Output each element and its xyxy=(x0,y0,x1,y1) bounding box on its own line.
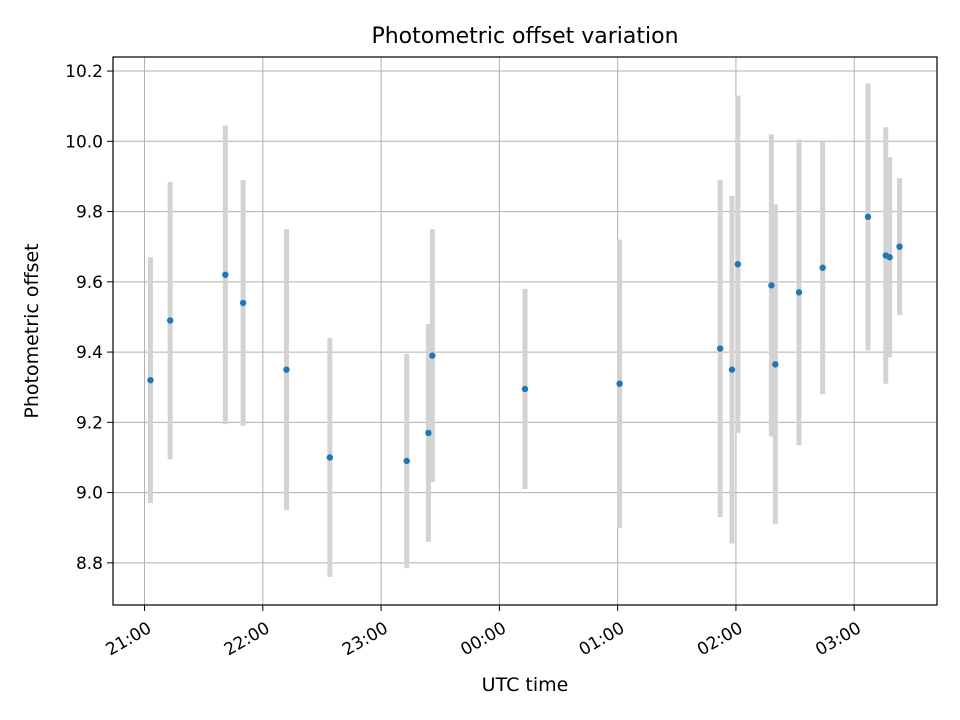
y-tick-label: 9.6 xyxy=(76,273,103,293)
y-tick-label: 9.8 xyxy=(76,203,103,223)
data-point xyxy=(166,317,174,324)
chart-title: Photometric offset variation xyxy=(371,24,678,49)
data-point xyxy=(772,361,779,368)
x-tick-label: 23:00 xyxy=(339,618,391,660)
data-point xyxy=(864,213,872,221)
x-tick-label: 00:00 xyxy=(457,618,509,660)
y-tick-label: 10.2 xyxy=(65,62,103,82)
y-tick-label: 9.0 xyxy=(76,484,103,504)
x-tick-label: 22:00 xyxy=(221,618,273,660)
data-point xyxy=(326,454,334,461)
data-point xyxy=(728,366,736,373)
data-point xyxy=(521,385,529,393)
y-tick-label: 9.4 xyxy=(76,343,103,363)
x-axis-ticks: 21:00 22:00 23:00 00:00 01:00 02:00 03:00 xyxy=(103,605,865,660)
data-point xyxy=(429,352,436,359)
y-tick-label: 8.8 xyxy=(76,554,103,574)
y-axis-ticks: 8.8 9.0 9.2 9.4 9.6 9.8 10.0 10.2 xyxy=(65,62,113,574)
y-tick-label: 9.2 xyxy=(76,413,103,433)
data-point xyxy=(734,261,742,268)
data-point xyxy=(425,429,432,437)
x-tick-label: 03:00 xyxy=(812,618,864,660)
data-point xyxy=(239,299,247,307)
data-point xyxy=(716,345,724,352)
data-points xyxy=(147,213,903,465)
plot-frame xyxy=(112,56,938,606)
data-point xyxy=(795,289,803,296)
data-point xyxy=(768,282,775,289)
data-point xyxy=(886,254,893,261)
y-axis-label: Photometric offset xyxy=(21,243,43,418)
data-point xyxy=(616,380,623,387)
data-point xyxy=(403,457,410,465)
data-point xyxy=(896,243,903,250)
data-point xyxy=(283,366,290,373)
data-point xyxy=(819,264,826,271)
x-axis-label: UTC time xyxy=(482,674,569,696)
x-tick-label: 02:00 xyxy=(694,618,746,660)
data-point xyxy=(147,376,154,384)
x-tick-label: 01:00 xyxy=(576,618,628,660)
x-tick-label: 21:00 xyxy=(103,618,155,660)
y-tick-label: 10.0 xyxy=(65,132,103,152)
data-point xyxy=(222,271,229,278)
